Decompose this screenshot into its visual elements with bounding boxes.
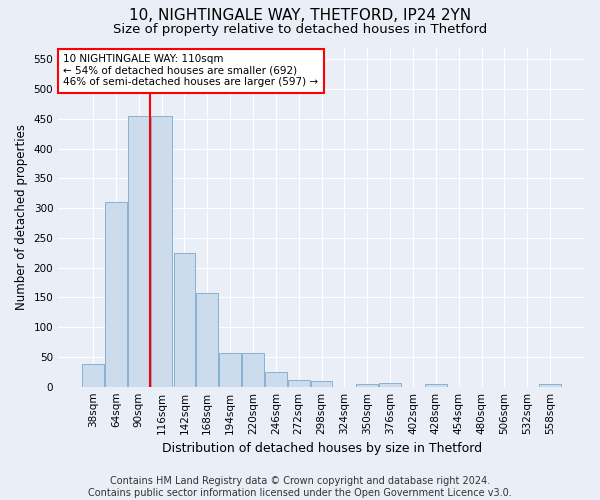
Text: Contains HM Land Registry data © Crown copyright and database right 2024.
Contai: Contains HM Land Registry data © Crown c… [88,476,512,498]
Bar [288,380,310,386]
Bar [265,372,287,386]
Bar [219,353,241,386]
Bar [105,202,127,386]
Bar [242,353,264,386]
Text: Size of property relative to detached houses in Thetford: Size of property relative to detached ho… [113,22,487,36]
Bar [356,384,378,386]
Y-axis label: Number of detached properties: Number of detached properties [15,124,28,310]
Bar [128,116,149,386]
Bar [82,364,104,386]
Bar [379,383,401,386]
X-axis label: Distribution of detached houses by size in Thetford: Distribution of detached houses by size … [161,442,482,455]
Bar [539,384,561,386]
Bar [151,116,172,386]
Bar [173,253,195,386]
Bar [425,384,447,386]
Text: 10, NIGHTINGALE WAY, THETFORD, IP24 2YN: 10, NIGHTINGALE WAY, THETFORD, IP24 2YN [129,8,471,22]
Text: 10 NIGHTINGALE WAY: 110sqm
← 54% of detached houses are smaller (692)
46% of sem: 10 NIGHTINGALE WAY: 110sqm ← 54% of deta… [64,54,319,88]
Bar [311,382,332,386]
Bar [196,292,218,386]
